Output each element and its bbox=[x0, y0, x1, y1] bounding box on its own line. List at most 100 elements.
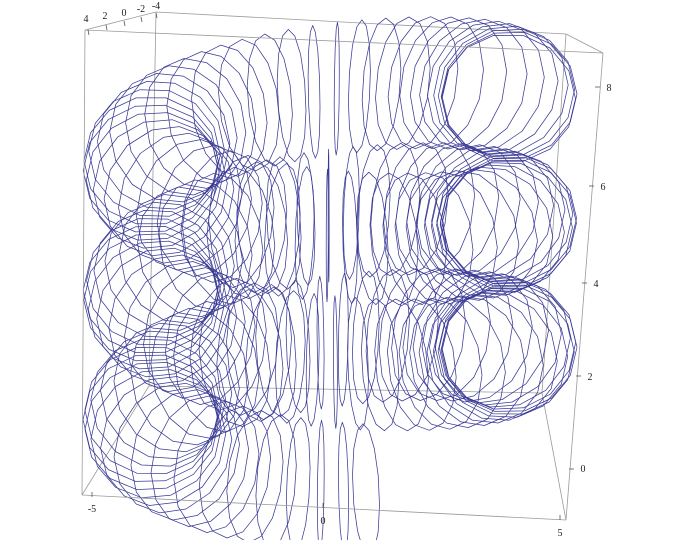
tube-ring bbox=[234, 159, 288, 293]
tube-ring bbox=[285, 279, 311, 413]
tube-ring bbox=[370, 142, 421, 277]
box-edge bbox=[84, 11, 157, 31]
tube-ring bbox=[130, 315, 240, 446]
tick-mark bbox=[140, 16, 143, 23]
x-tick-label: 0 bbox=[321, 516, 326, 527]
tube-ring bbox=[83, 97, 219, 225]
tube-ring bbox=[375, 16, 431, 150]
tube-ring bbox=[226, 410, 284, 540]
tube-ring bbox=[294, 166, 315, 300]
tube-ring bbox=[173, 301, 260, 433]
tube-ring bbox=[296, 152, 316, 286]
tube-ring bbox=[245, 286, 292, 420]
tube-ring bbox=[307, 25, 321, 159]
tube-ring bbox=[83, 233, 219, 362]
tube-ring bbox=[135, 139, 243, 271]
tube-ring bbox=[144, 58, 247, 189]
y-tick-label: 2 bbox=[103, 11, 108, 22]
tube-ring bbox=[369, 172, 419, 306]
z-tick-label: 0 bbox=[581, 464, 586, 475]
tube-ring bbox=[125, 65, 238, 196]
tube-ring bbox=[409, 17, 508, 150]
bounding-box-front-edges bbox=[81, 11, 604, 521]
tube-ring bbox=[109, 73, 231, 203]
tube-ring bbox=[338, 421, 349, 540]
tube-ring bbox=[436, 164, 565, 293]
tube-ring bbox=[342, 170, 358, 304]
tube-ring bbox=[86, 218, 220, 346]
tube-ring bbox=[103, 126, 228, 257]
tube-ring bbox=[426, 293, 544, 424]
z-tick-label: 2 bbox=[588, 372, 593, 383]
x-tick-label: 5 bbox=[558, 528, 563, 539]
tube-ring bbox=[347, 297, 369, 431]
tube-ring bbox=[198, 405, 271, 539]
tube-ring bbox=[189, 278, 267, 411]
tube-ring bbox=[439, 162, 573, 290]
tube-ring bbox=[337, 273, 349, 407]
tube-ring bbox=[119, 194, 235, 324]
tube-ring bbox=[440, 287, 575, 415]
tube-ring bbox=[361, 298, 400, 432]
tube-ring bbox=[316, 276, 325, 410]
y-tick-label: 4 bbox=[84, 14, 89, 25]
tube-ring bbox=[124, 261, 237, 392]
tube-ring bbox=[143, 267, 246, 399]
tube-ring bbox=[165, 272, 256, 405]
tube-ring bbox=[285, 417, 311, 540]
tube-ring bbox=[246, 33, 293, 167]
tick-mark bbox=[105, 24, 108, 31]
tube-ring bbox=[100, 376, 227, 506]
tube-ring bbox=[158, 179, 253, 311]
box-edge bbox=[565, 33, 604, 54]
tube-ring bbox=[356, 144, 391, 278]
tube-ring bbox=[255, 284, 297, 418]
tube-ring bbox=[236, 161, 288, 295]
box-edge bbox=[81, 385, 150, 496]
tube-ring bbox=[90, 338, 222, 467]
box-edge bbox=[84, 29, 604, 54]
tube-ring bbox=[427, 20, 545, 152]
tube-ring bbox=[216, 282, 279, 416]
tube-ring bbox=[90, 369, 222, 499]
tube-ring bbox=[180, 150, 263, 283]
tube-ring bbox=[88, 89, 221, 217]
tube-ring bbox=[333, 21, 340, 156]
box-edge bbox=[81, 494, 567, 521]
tube-ring bbox=[166, 51, 257, 183]
tube-ring bbox=[441, 284, 578, 412]
tube-ring bbox=[418, 295, 527, 426]
z-tick-label: 4 bbox=[594, 279, 599, 290]
tube-ring bbox=[218, 38, 280, 172]
tube-ring bbox=[394, 172, 474, 305]
tube-ring bbox=[352, 270, 380, 405]
box-edge bbox=[155, 11, 567, 35]
tube-ring bbox=[182, 172, 264, 305]
tube-ring bbox=[150, 307, 249, 439]
tube-ring bbox=[424, 146, 539, 277]
tube-ring bbox=[365, 269, 410, 403]
tube-ring bbox=[276, 29, 307, 163]
x-tick-label: -5 bbox=[88, 504, 96, 515]
tube-ring bbox=[100, 330, 227, 460]
tube-ring bbox=[441, 32, 578, 160]
tube-ring bbox=[206, 155, 275, 288]
tube-ring bbox=[255, 414, 297, 540]
tube-ring bbox=[437, 289, 569, 418]
tube-ring bbox=[118, 132, 235, 264]
tube-ring bbox=[441, 159, 577, 287]
tube-ring bbox=[104, 201, 229, 331]
tube-ring bbox=[412, 269, 514, 402]
tube-ring bbox=[108, 254, 230, 385]
tube-surface bbox=[82, 16, 578, 540]
tube-ring bbox=[264, 163, 301, 297]
tube-ring bbox=[316, 419, 325, 540]
tube-ring bbox=[348, 19, 371, 153]
tube-ring bbox=[423, 168, 538, 299]
tube-ring bbox=[405, 171, 498, 303]
tube-ring bbox=[382, 172, 447, 306]
tube-ring bbox=[325, 168, 329, 303]
tube-ring bbox=[113, 322, 233, 453]
tube-ring bbox=[92, 119, 223, 249]
